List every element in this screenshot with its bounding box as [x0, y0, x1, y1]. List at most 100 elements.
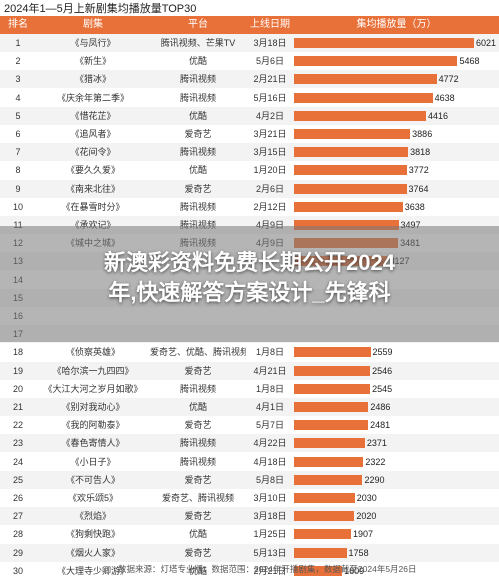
bar-value-label: 4416 [428, 110, 449, 121]
bar-value-label: 2481 [370, 420, 391, 431]
rank-cell: 27 [12, 511, 23, 522]
bar-value-label: 3497 [400, 220, 421, 230]
rank-cell: 21 [12, 402, 23, 412]
table-row: 4 《庆余年第二季》 腾讯视频 5月16日 4638 [0, 88, 499, 107]
header-platform: 平台 [188, 19, 208, 30]
rank-cell: 20 [12, 383, 23, 394]
platform-cell: 爱奇艺 [184, 511, 212, 522]
rank-cell: 24 [12, 456, 23, 467]
table-row: 9 《南来北往》 爱奇艺 2月6日 3764 [0, 179, 499, 198]
release-date-cell: 2月21日 [253, 565, 287, 576]
bar [294, 438, 365, 449]
rank-cell: 10 [12, 201, 23, 212]
bar [294, 547, 347, 558]
bar [294, 92, 433, 103]
release-date-cell: 3月21日 [253, 129, 287, 139]
bar [294, 201, 403, 212]
bar-value-label: 2546 [372, 365, 393, 376]
platform-cell: 腾讯视频 [179, 92, 216, 103]
rank-cell: 5 [15, 110, 21, 121]
bar [294, 474, 363, 485]
bar [294, 565, 343, 576]
drama-name-cell: 《烈焰》 [74, 511, 111, 522]
drama-name-cell: 《南来北往》 [65, 183, 120, 194]
platform-cell: 爱奇艺 [184, 365, 212, 376]
bar-value-label: 3772 [408, 165, 429, 176]
bar [294, 147, 409, 158]
table-row: 25 《不可告人》 爱奇艺 5月8日 2290 [0, 470, 499, 489]
release-date-cell: 1月8日 [255, 347, 284, 358]
table-row: 7 《花间令》 腾讯视频 3月15日 3818 [0, 143, 499, 162]
release-date-cell: 5月6日 [255, 56, 284, 67]
bar-value-label: 2371 [366, 438, 387, 449]
platform-cell: 优酷 [188, 402, 207, 412]
bar-value-label: 3764 [408, 183, 429, 194]
table-row: 28 《狗剩快跑》 优酷 1月25日 1907 [0, 525, 499, 544]
drama-name-cell: 《惜花芷》 [70, 110, 116, 121]
rank-cell: 9 [15, 183, 21, 194]
drama-name-cell: 《要久久爱》 [65, 165, 120, 176]
rank-cell: 4 [15, 92, 21, 103]
bar [294, 74, 437, 85]
release-date-cell: 2月21日 [253, 74, 287, 85]
table-row: 24 《小日子》 腾讯视频 4月18日 2322 [0, 452, 499, 471]
table-row: 19 《哈尔滨一九四四》 爱奇艺 4月21日 2546 [0, 361, 499, 380]
release-date-cell: 3月18日 [253, 38, 287, 48]
drama-name-cell: 《猎冰》 [74, 74, 111, 85]
rank-cell: 2 [15, 56, 21, 67]
header-rank: 排名 [8, 19, 28, 30]
platform-cell: 优酷 [188, 110, 207, 121]
bar-value-label: 2020 [356, 511, 377, 522]
overlay-caption: 新澳彩资料免费长期公开2024 年,快速解答方案设计_先锋科 [8, 248, 491, 308]
bar [294, 420, 369, 431]
chart-title: 2024年1—5月上新剧集均播放量TOP30 [4, 3, 197, 15]
release-date-cell: 3月10日 [253, 493, 287, 503]
platform-cell: 爱奇艺 [184, 183, 212, 194]
platform-cell: 优酷 [188, 165, 207, 176]
bar-value-label: 5468 [459, 56, 480, 67]
drama-name-cell: 《承欢记》 [70, 220, 116, 230]
bar [294, 511, 355, 522]
platform-cell: 优酷 [188, 565, 207, 576]
rank-cell: 22 [12, 420, 23, 431]
release-date-cell: 3月15日 [253, 147, 287, 158]
platform-cell: 爱奇艺 [184, 420, 212, 431]
table-row: 6 《追风者》 爱奇艺 3月21日 3886 [0, 125, 499, 143]
bar [294, 383, 371, 394]
drama-name-cell: 《春色寄情人》 [61, 438, 125, 449]
platform-cell: 爱奇艺 [184, 129, 212, 139]
release-date-cell: 1月25日 [253, 529, 287, 540]
footer: 数据来源：灯塔专业版；数据范围：2024年开播剧集，数据截至2024年5月26日 [0, 562, 499, 576]
table-row: 21 《别对我动心》 优酷 4月1日 2486 [0, 398, 499, 416]
table-row: 3 《猎冰》 腾讯视频 2月21日 4772 [0, 70, 499, 89]
release-date-cell: 4月22日 [253, 438, 287, 449]
bar [294, 493, 355, 503]
drama-name-cell: 《花间令》 [70, 147, 116, 158]
drama-name-cell: 《哈尔滨一九四四》 [52, 365, 134, 376]
bar-value-label: 2322 [365, 456, 386, 467]
bar-value-label: 3818 [410, 147, 431, 158]
header-metric: 集均播放量（万） [356, 19, 437, 30]
table-row: 23 《春色寄情人》 腾讯视频 4月22日 2371 [0, 434, 499, 453]
bar-value-label: 2290 [364, 474, 385, 485]
platform-cell: 爱奇艺、优酷、腾讯视频 [150, 347, 246, 358]
table-row: 1 《与凤行》 腾讯视频、芒果TV 3月18日 6021 [0, 34, 499, 52]
drama-name-cell: 《别对我动心》 [61, 402, 125, 412]
release-date-cell: 5月7日 [255, 420, 284, 431]
rank-cell: 7 [15, 147, 21, 158]
rank-cell: 8 [15, 165, 21, 176]
bar [294, 129, 411, 139]
release-date-cell: 4月2日 [255, 110, 284, 121]
platform-cell: 腾讯视频、芒果TV [160, 38, 236, 48]
rank-cell: 3 [15, 74, 21, 85]
table-row: 2 《新生》 优酷 5月6日 5468 [0, 52, 499, 71]
release-date-cell: 4月18日 [253, 456, 287, 467]
bar [294, 183, 407, 194]
release-date-cell: 4月1日 [255, 402, 284, 412]
rank-cell: 6 [15, 129, 21, 139]
release-date-cell: 3月18日 [253, 511, 287, 522]
platform-cell: 优酷 [188, 56, 207, 67]
drama-name-cell: 《在暴雪时分》 [61, 201, 125, 212]
rank-cell: 18 [12, 347, 23, 358]
bar-value-label: 2030 [356, 493, 377, 503]
